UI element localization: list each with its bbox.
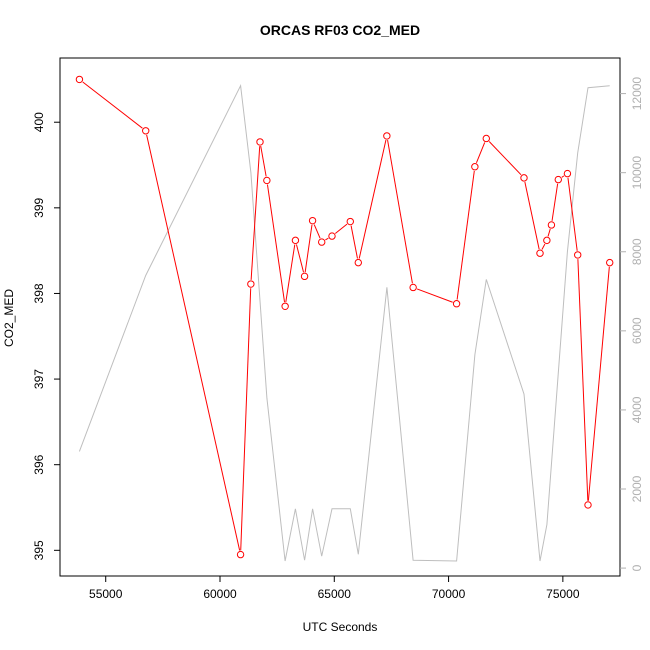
data-point bbox=[236, 550, 245, 559]
series-primary-segment bbox=[313, 224, 321, 239]
data-point bbox=[471, 163, 479, 171]
data-point bbox=[584, 501, 592, 509]
series-primary-segment bbox=[475, 142, 486, 164]
data-point bbox=[291, 236, 300, 245]
series-primary-segment bbox=[541, 243, 546, 250]
plot-frame bbox=[59, 57, 621, 577]
data-point bbox=[328, 232, 336, 240]
x-tick-label: 55000 bbox=[89, 587, 123, 601]
x-axis-label: UTC Seconds bbox=[303, 620, 378, 634]
x-tick-label: 75000 bbox=[546, 587, 580, 601]
series-secondary-line-group bbox=[78, 83, 610, 562]
y-axis-left: 395 396 397 398 399 400 bbox=[32, 112, 60, 560]
data-point bbox=[543, 236, 551, 245]
y-tick-label: 397 bbox=[32, 369, 46, 389]
series-primary-segment bbox=[295, 244, 305, 273]
y2-tick-label: 8000 bbox=[630, 238, 644, 265]
data-point bbox=[482, 134, 490, 143]
x-tick-label: 70000 bbox=[432, 587, 466, 601]
data-point bbox=[574, 251, 582, 259]
data-point bbox=[354, 258, 362, 267]
series-secondary-line bbox=[78, 83, 610, 562]
data-point bbox=[300, 272, 309, 281]
data-point bbox=[142, 127, 150, 135]
series-primary-segment bbox=[587, 266, 610, 501]
data-point bbox=[554, 175, 562, 184]
data-point bbox=[409, 283, 417, 292]
data-point bbox=[263, 176, 271, 185]
data-point bbox=[346, 217, 354, 226]
x-tick-label: 65000 bbox=[318, 587, 352, 601]
series-primary-segment bbox=[456, 170, 475, 300]
series-primary-segment bbox=[266, 184, 286, 303]
data-point bbox=[318, 238, 326, 246]
series-primary-segment bbox=[416, 288, 453, 303]
y-tick-label: 400 bbox=[32, 112, 46, 132]
data-point bbox=[75, 75, 84, 84]
series-primary-segment bbox=[561, 175, 565, 178]
series-primary-segment bbox=[260, 145, 267, 177]
series-primary-segment bbox=[350, 225, 358, 259]
series-primary-segment bbox=[551, 183, 559, 221]
data-point bbox=[256, 138, 264, 146]
y2-tick-label: 10000 bbox=[630, 156, 644, 190]
series-primary-segment bbox=[524, 181, 540, 250]
series-primary-segment bbox=[358, 139, 387, 259]
series-primary-segment bbox=[240, 288, 252, 551]
y-tick-label: 398 bbox=[32, 283, 46, 303]
data-point bbox=[606, 258, 614, 267]
series-primary-segment bbox=[387, 139, 413, 284]
chart-title: ORCAS RF03 CO2_MED bbox=[260, 22, 420, 38]
data-point bbox=[308, 216, 317, 225]
y-axis-label: CO2_MED bbox=[2, 289, 16, 347]
y-tick-label: 395 bbox=[32, 540, 46, 560]
y2-tick-label: 6000 bbox=[630, 317, 644, 344]
y2-tick-label: 0 bbox=[630, 564, 644, 571]
series-primary-segment bbox=[567, 177, 578, 251]
series-primary-segment bbox=[577, 259, 589, 501]
y-tick-label: 396 bbox=[32, 454, 46, 474]
series-primary-segment bbox=[547, 228, 551, 237]
y2-tick-label: 2000 bbox=[630, 475, 644, 502]
data-point bbox=[383, 132, 391, 140]
data-point bbox=[536, 249, 544, 257]
y-tick-label: 399 bbox=[32, 198, 46, 218]
y2-tick-label: 12000 bbox=[630, 77, 644, 111]
data-point bbox=[563, 169, 572, 178]
series-primary-segment bbox=[250, 146, 261, 280]
y-axis-right: 0 2000 4000 6000 8000 10000 12000 bbox=[620, 77, 644, 571]
series-primary-segment bbox=[334, 223, 348, 234]
data-point bbox=[452, 300, 461, 308]
series-primary-group bbox=[75, 75, 614, 559]
series-primary-segment bbox=[82, 81, 143, 129]
data-point bbox=[520, 174, 528, 182]
series-primary-segment bbox=[146, 134, 241, 551]
data-point bbox=[547, 221, 556, 229]
y2-tick-label: 4000 bbox=[630, 396, 644, 423]
data-point bbox=[281, 302, 289, 310]
series-primary-segment bbox=[304, 224, 313, 273]
data-point bbox=[247, 280, 255, 288]
series-primary-segment bbox=[325, 237, 329, 241]
series-primary-segment bbox=[488, 141, 522, 176]
x-axis: 55000 60000 65000 70000 75000 bbox=[89, 576, 580, 601]
series-primary-segment bbox=[285, 244, 296, 303]
x-tick-label: 60000 bbox=[203, 587, 237, 601]
